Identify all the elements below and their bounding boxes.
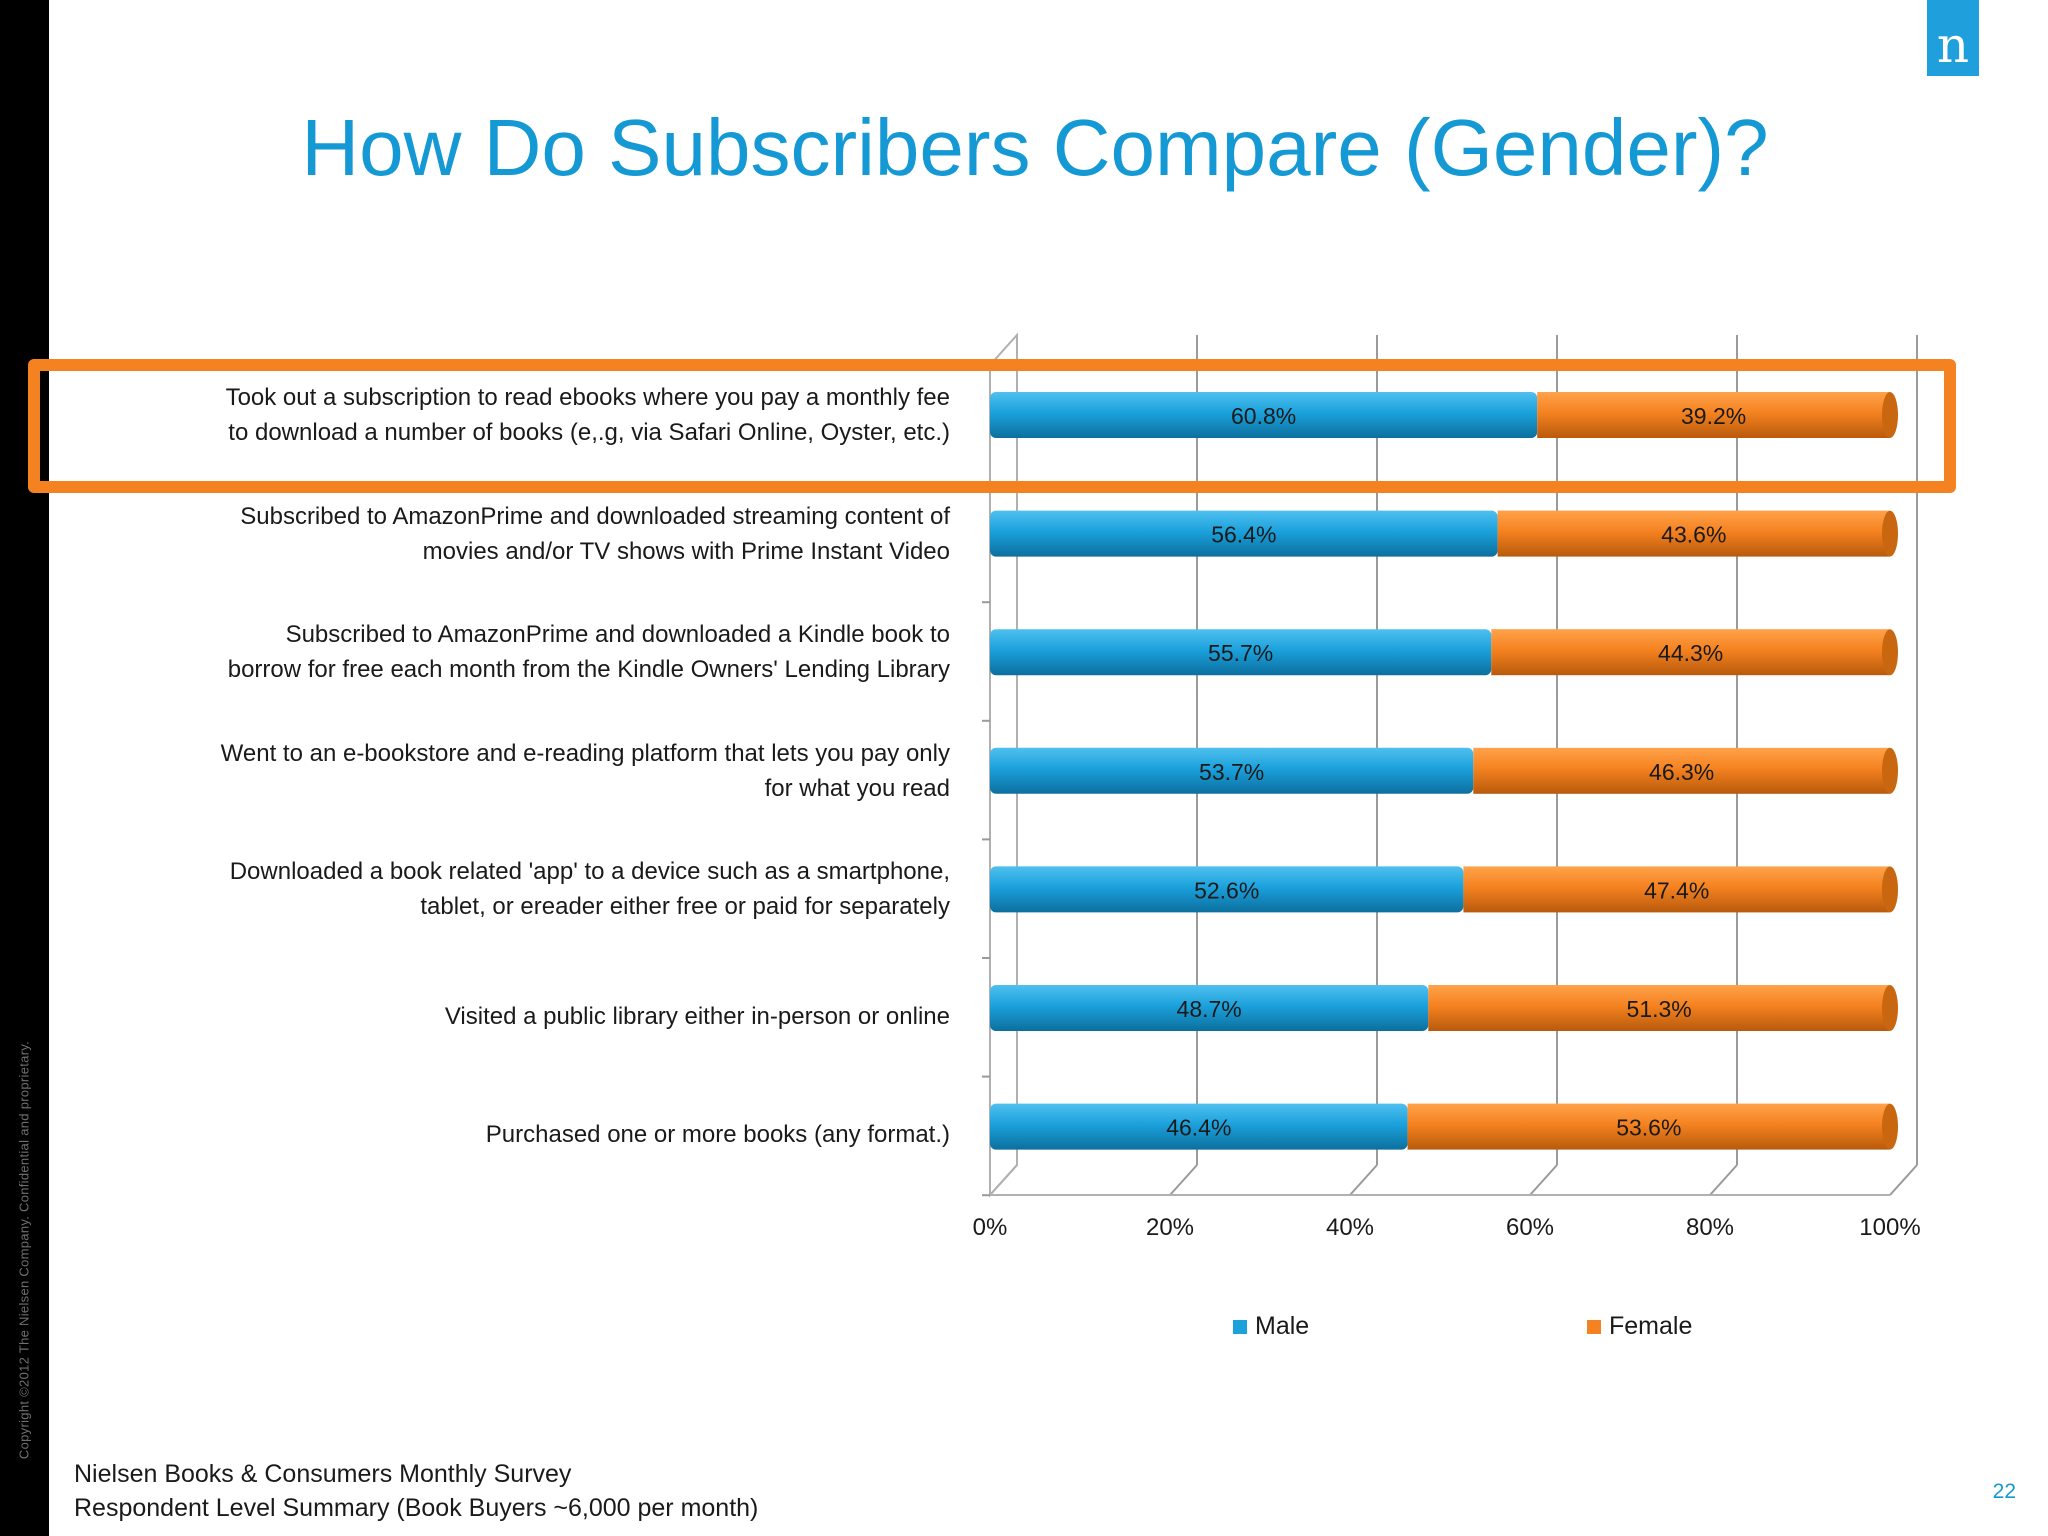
- data-label-male: 56.4%: [1211, 522, 1276, 548]
- x-tick-label: 60%: [1506, 1214, 1554, 1241]
- category-label-line: Took out a subscription to read ebooks w…: [225, 384, 950, 411]
- category-label-line: Subscribed to AmazonPrime and downloaded…: [240, 502, 950, 530]
- x-tick-label: 100%: [1859, 1214, 1920, 1241]
- bar-end-cap: [1882, 866, 1898, 913]
- data-label-female: 44.3%: [1658, 640, 1723, 666]
- left-wall: [989, 332, 1018, 1198]
- bar-female: [1497, 510, 1890, 557]
- legend-label-female: Female: [1609, 1312, 1693, 1340]
- footnote-line-1: Nielsen Books & Consumers Monthly Survey: [74, 1460, 572, 1488]
- nielsen-logo: n: [1927, 0, 1979, 76]
- bar-male: [990, 866, 1464, 913]
- floor-gridline: [1169, 1164, 1198, 1196]
- data-label-male: 55.7%: [1208, 640, 1273, 666]
- category-label: Visited a public library either in-perso…: [130, 999, 950, 1034]
- category-label: Took out a subscription to read ebooks w…: [130, 380, 950, 450]
- slide-title: How Do Subscribers Compare (Gender)?: [301, 103, 1769, 192]
- bar-female: [1491, 629, 1890, 676]
- bar-male: [990, 629, 1492, 676]
- stacked-bar-chart: 60.8% 39.2% 56.4% 43.6% 55.7% 44.3% 53.7% 46.3%…: [973, 332, 1921, 1241]
- legend-swatch-male: [1233, 1319, 1247, 1334]
- data-label-female: 47.4%: [1644, 877, 1709, 903]
- floor-gridline: [1709, 1164, 1738, 1196]
- category-label: Went to an e-bookstore and e-reading pla…: [130, 736, 950, 806]
- data-label-female: 43.6%: [1661, 522, 1726, 548]
- data-label-female: 51.3%: [1627, 996, 1692, 1022]
- bar-female: [1463, 866, 1890, 913]
- left-copyright-strip: Copyright ©2012 The Nielsen Company. Con…: [0, 0, 49, 1536]
- bar-female: [1428, 985, 1890, 1031]
- x-tick-label: 0%: [973, 1214, 1008, 1241]
- category-label-line: Purchased one or more books (any format.…: [485, 1121, 950, 1149]
- bar-male: [990, 747, 1474, 794]
- bar-male: [990, 1103, 1408, 1150]
- data-label-female: 53.6%: [1616, 1115, 1681, 1141]
- x-tick-label: 40%: [1326, 1214, 1374, 1241]
- bar-female: [1537, 392, 1890, 438]
- bar-male: [990, 392, 1538, 438]
- category-label-line: borrow for free each month from the Kind…: [227, 656, 950, 684]
- chart-legend: Male Female: [0, 1312, 2048, 1342]
- bar-male: [990, 985, 1429, 1031]
- bar-female: [1473, 747, 1890, 794]
- category-label-line: Subscribed to AmazonPrime and downloaded…: [285, 621, 950, 649]
- category-label-line: movies and/or TV shows with Prime Instan…: [422, 537, 950, 565]
- page-number: 22: [1992, 1480, 2016, 1503]
- x-tick-label: 80%: [1686, 1214, 1734, 1241]
- bar-end-cap: [1882, 747, 1898, 794]
- data-label-female: 46.3%: [1649, 759, 1714, 785]
- legend-swatch-female: [1587, 1319, 1601, 1334]
- floor-gridline: [1889, 1164, 1918, 1196]
- category-label: Subscribed to AmazonPrime and downloaded…: [130, 617, 950, 687]
- bar-end-cap: [1882, 510, 1898, 557]
- bar-end-cap: [1882, 985, 1898, 1031]
- data-label-male: 52.6%: [1194, 877, 1259, 903]
- category-label-line: tablet, or ereader either free or paid f…: [420, 893, 950, 921]
- data-label-male: 48.7%: [1177, 996, 1242, 1022]
- bar-end-cap: [1882, 629, 1898, 676]
- category-label: Purchased one or more books (any format.…: [130, 1117, 950, 1152]
- data-label-male: 53.7%: [1199, 759, 1264, 785]
- floor-gridline: [1349, 1164, 1378, 1196]
- logo-letter: n: [1936, 16, 1970, 74]
- data-label-female: 39.2%: [1681, 403, 1746, 429]
- x-tick-label: 20%: [1146, 1214, 1194, 1241]
- category-label-line: for what you read: [764, 774, 950, 802]
- source-footnote: Nielsen Books & Consumers Monthly Survey…: [74, 1457, 758, 1525]
- bar-male: [990, 510, 1498, 557]
- footnote-line-2: Respondent Level Summary (Book Buyers ~6…: [74, 1494, 759, 1522]
- bar-end-cap: [1882, 392, 1898, 438]
- category-label-line: Went to an e-bookstore and e-reading pla…: [220, 739, 950, 767]
- legend-item-female: Female: [1587, 1312, 1692, 1341]
- bar-end-cap: [1882, 1103, 1898, 1150]
- category-label: Subscribed to AmazonPrime and downloaded…: [130, 499, 950, 569]
- chart-bars: 60.8% 39.2% 56.4% 43.6% 55.7% 44.3% 53.7% 46.3%…: [990, 392, 1898, 1150]
- chart-axis-ticks: 0% 20% 40% 60% 80% 100%: [973, 1214, 1921, 1241]
- category-label-line: Visited a public library either in-perso…: [444, 1002, 950, 1030]
- floor-gridline: [1529, 1164, 1558, 1196]
- category-label: Downloaded a book related 'app' to a dev…: [130, 854, 950, 924]
- category-label-line: to download a number of books (e,.g, via…: [228, 419, 950, 446]
- bar-female: [1407, 1103, 1890, 1150]
- legend-label-male: Male: [1255, 1312, 1310, 1340]
- category-label-line: Downloaded a book related 'app' to a dev…: [229, 858, 950, 886]
- data-label-male: 46.4%: [1166, 1115, 1231, 1141]
- legend-item-male: Male: [1233, 1312, 1309, 1341]
- data-label-male: 60.8%: [1231, 403, 1296, 429]
